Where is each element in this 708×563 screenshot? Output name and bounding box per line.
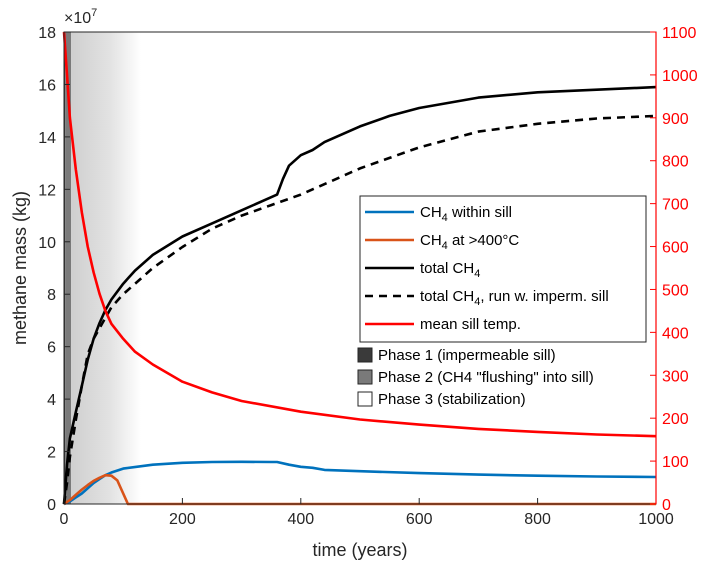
y-right-tick-label: 100 <box>662 454 689 471</box>
legend-label-5: mean sill temp. <box>420 316 521 333</box>
y-left-tick-label: 8 <box>47 287 56 304</box>
x-tick-label: 0 <box>60 511 69 528</box>
phase-legend-swatch-2 <box>357 369 373 385</box>
series-line-5 <box>62 31 657 438</box>
legend: CH4 within sill CH4 at >400°C total CH4 tot… <box>359 195 647 343</box>
y-left-tick-label: 4 <box>47 392 56 409</box>
phase-legend-label-3: Phase 3 (stabilization) <box>378 391 526 408</box>
phase-legend: Phase 1 (impermeable sill) Phase 2 (CH4 "… <box>357 347 594 408</box>
legend-label-2: CH4 at >400°C <box>420 232 519 252</box>
y-right-tick-label: 1000 <box>662 68 698 85</box>
x-tick-label: 400 <box>287 511 314 528</box>
y-right-tick-label: 300 <box>662 368 689 385</box>
x-axis-label: time (years) <box>312 540 407 560</box>
phase-legend-swatch-3 <box>357 391 373 407</box>
y-axis-label: methane mass (kg) <box>10 191 30 345</box>
x-tick-label: 1000 <box>638 511 674 528</box>
series-line-2 <box>63 473 656 506</box>
y-right-tick-label: 500 <box>662 282 689 299</box>
phase-band-2 <box>65 32 72 504</box>
x-tick-label: 800 <box>524 511 551 528</box>
y-left-tick-label: 12 <box>38 182 56 199</box>
phase-band-3 <box>71 32 141 504</box>
legend-label-1: CH4 within sill <box>420 204 512 224</box>
y-left-tick-label: 0 <box>47 497 56 514</box>
y-right-tick-label: 700 <box>662 197 689 214</box>
series-line-1 <box>63 460 657 506</box>
y-left-tick-label: 14 <box>38 130 56 147</box>
y-right-tick-label: 0 <box>662 497 671 514</box>
legend-label-3: total CH4 <box>420 260 480 280</box>
y-right-tick-label: 800 <box>662 154 689 171</box>
phase-legend-swatch-1 <box>357 347 373 363</box>
y-left-tick-label: 18 <box>38 25 56 42</box>
y-right-tick-label: 900 <box>662 111 689 128</box>
y-right-tick-label: 1100 <box>662 25 697 42</box>
phase-band-1 <box>64 32 66 504</box>
y-left-tick-label: 6 <box>47 340 56 357</box>
series-line-4 <box>62 114 657 505</box>
legend-label-4: total CH4, run w. imperm. sill <box>420 288 609 308</box>
y-left-tick-label: 2 <box>47 445 56 462</box>
y-left-tick-label: 16 <box>38 77 56 94</box>
x-tick-label: 600 <box>406 511 433 528</box>
phase-legend-label-2: Phase 2 (CH4 "flushing" into sill) <box>378 369 594 386</box>
y-right-tick-label: 600 <box>662 240 689 257</box>
phase-legend-label-1: Phase 1 (impermeable sill) <box>378 347 556 364</box>
y-exponent-label: ×107 <box>64 7 97 27</box>
y-right-tick-label: 200 <box>662 411 689 428</box>
y-right-tick-label: 400 <box>662 325 689 342</box>
y-left-tick-label: 10 <box>38 235 56 252</box>
x-tick-label: 200 <box>169 511 196 528</box>
